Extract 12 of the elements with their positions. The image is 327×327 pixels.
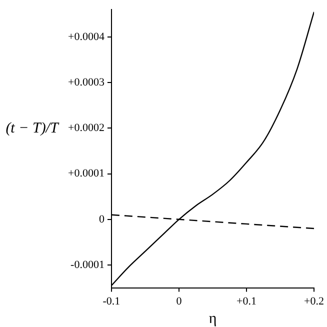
y-tick-label: +0.0002 — [68, 122, 104, 134]
y-tick-label: -0.0001 — [70, 258, 104, 271]
y-axis-title: (t − T)/T — [6, 120, 60, 137]
x-tick-label: 0 — [176, 295, 182, 308]
y-tick-label: +0.0003 — [68, 76, 105, 88]
x-tick-label: +0.2 — [304, 295, 324, 308]
y-tick-label: +0.0001 — [68, 168, 104, 180]
x-tick-label: -0.1 — [102, 295, 120, 308]
x-axis-title: η — [208, 311, 217, 327]
x-tick-label: +0.1 — [236, 295, 256, 308]
y-tick-label: 0 — [98, 213, 105, 226]
y-tick-label: +0.0004 — [68, 30, 105, 43]
